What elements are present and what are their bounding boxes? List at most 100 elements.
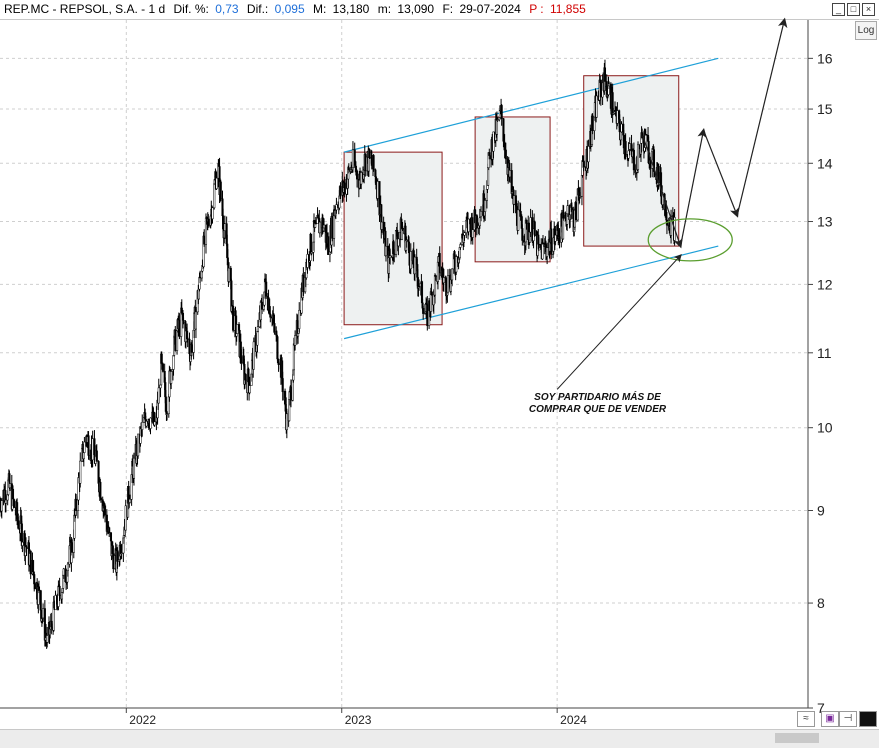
candle-body	[599, 82, 602, 98]
candle-body	[446, 275, 450, 293]
x-tick-label: 2023	[345, 713, 372, 727]
y-tick-label: 11	[817, 345, 832, 361]
candle-body	[109, 532, 113, 542]
candle-body	[418, 286, 421, 288]
candle-body	[160, 353, 163, 364]
min-value: 13,090	[397, 2, 435, 16]
candle-body	[180, 307, 183, 314]
consolidation-boxes	[343, 75, 680, 326]
candle-body	[42, 608, 45, 619]
candle-body	[384, 246, 388, 257]
candle-body	[13, 499, 16, 508]
candle-body	[554, 234, 557, 242]
candle-body	[219, 181, 222, 200]
candle-body	[190, 344, 193, 353]
p-label: P :	[529, 2, 544, 16]
candle-body	[104, 505, 107, 516]
candle-body	[562, 212, 565, 219]
candle-body	[580, 175, 583, 197]
horizontal-scrollbar[interactable]	[0, 729, 879, 748]
candle-body	[500, 105, 503, 119]
candle-body	[495, 119, 499, 135]
max-label: M:	[312, 2, 327, 16]
channel-upper-line	[343, 57, 719, 153]
y-tick-label: 14	[817, 155, 833, 171]
candle-body	[574, 202, 578, 221]
candle-body	[529, 217, 532, 233]
candle-body	[475, 215, 478, 229]
candle-body	[141, 422, 144, 430]
candle-body	[70, 542, 74, 553]
candle-body	[360, 172, 363, 185]
candle-body	[83, 441, 86, 453]
candle-body	[583, 166, 586, 168]
dif-pct-value: 0,73	[215, 2, 239, 16]
candle-body	[120, 552, 123, 555]
candle-body	[54, 595, 57, 610]
window-controls: _ □ ×	[832, 3, 875, 16]
candle-body	[619, 131, 622, 141]
candle-body	[236, 324, 239, 334]
date-label: F:	[442, 2, 454, 16]
candle-body	[484, 200, 487, 212]
candle-body	[632, 149, 635, 171]
log-scale-button[interactable]: Log	[855, 21, 877, 40]
y-tick-label: 12	[817, 276, 833, 292]
candlestick-series	[0, 59, 676, 649]
candle-body	[66, 563, 69, 571]
candle-body	[87, 435, 90, 456]
candle-body	[291, 379, 294, 401]
candle-body	[172, 355, 175, 370]
candle-body	[39, 590, 42, 611]
candle-body	[579, 195, 582, 198]
candle-body	[33, 583, 36, 590]
scrollbar-thumb[interactable]	[775, 733, 819, 743]
y-tick-label: 7	[817, 700, 825, 716]
symbol-label: REP.MC - REPSOL, S.A. - 1 d	[4, 2, 166, 16]
y-tick-label: 13	[817, 214, 833, 230]
candle-body	[376, 181, 379, 199]
candle-body	[422, 307, 425, 314]
candle-body	[8, 483, 12, 488]
pin-icon[interactable]: ⊣	[839, 711, 857, 727]
candle-body	[570, 207, 573, 210]
candle-body	[368, 149, 371, 158]
zoom-icon[interactable]: ≈	[797, 711, 815, 727]
close-icon[interactable]: ×	[862, 3, 875, 16]
maximize-icon[interactable]: □	[847, 3, 860, 16]
candle-body	[25, 546, 28, 549]
candle-body	[240, 356, 243, 364]
candle-body	[504, 149, 507, 160]
minimize-icon[interactable]: _	[832, 3, 845, 16]
candle-body	[537, 243, 540, 246]
channel-lower-line	[343, 245, 719, 340]
candle-body	[478, 217, 481, 227]
candle-body	[455, 256, 458, 273]
candle-body	[149, 417, 152, 429]
candle-body	[128, 499, 131, 503]
save-icon[interactable]: ▣	[821, 711, 839, 727]
candle-body	[32, 560, 35, 573]
candle-body	[281, 378, 284, 393]
annotation-text: SOY PARTIDARIO MÁS DE COMPRAR QUE DE VEN…	[528, 392, 667, 415]
candle-body	[438, 253, 441, 274]
candle-body	[237, 324, 241, 331]
candle-body	[306, 254, 309, 268]
candle-body	[277, 362, 280, 365]
color-swatch-icon[interactable]	[859, 711, 877, 727]
candle-body	[91, 438, 94, 461]
candle-body	[426, 304, 429, 327]
y-tick-label: 15	[817, 101, 833, 117]
candle-body	[215, 177, 218, 189]
candle-body	[541, 242, 545, 244]
candle-body	[442, 277, 445, 283]
x-tick-label: 2024	[560, 713, 587, 727]
dif-pct-label: Dif. %:	[173, 2, 209, 16]
candle-body	[46, 635, 49, 643]
candle-body	[356, 170, 359, 180]
date-value: 29-07-2024	[459, 2, 521, 16]
candle-body	[17, 520, 20, 529]
candle-body	[97, 461, 100, 484]
candle-body	[289, 386, 293, 401]
